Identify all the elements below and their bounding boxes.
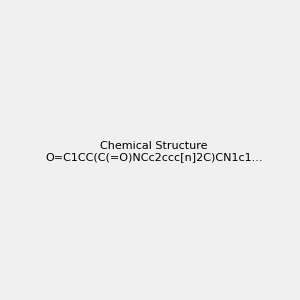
Text: Chemical Structure
O=C1CC(C(=O)NCc2ccc[n]2C)CN1c1...: Chemical Structure O=C1CC(C(=O)NCc2ccc[n… [45, 141, 262, 162]
